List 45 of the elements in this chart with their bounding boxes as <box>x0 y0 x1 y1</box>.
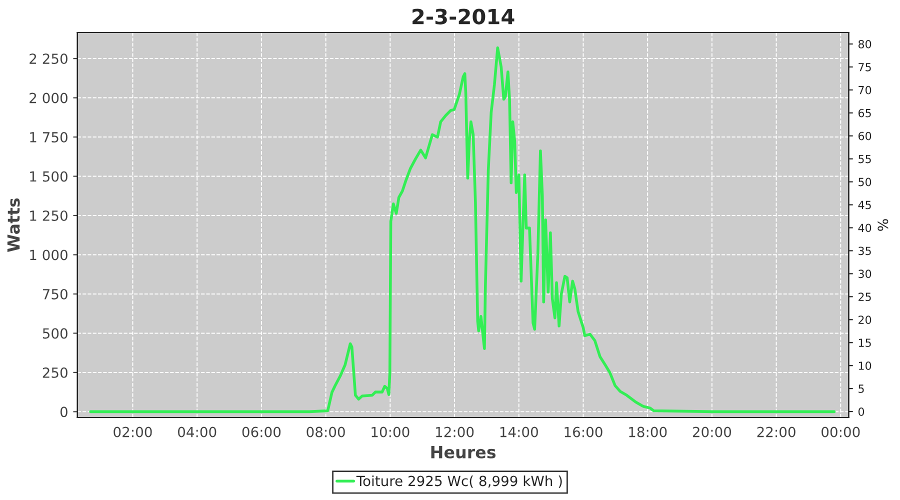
y2-tick-label: 30 <box>858 270 872 278</box>
y-tick-label: 500 <box>42 328 68 339</box>
y-tick-label: 1 500 <box>30 171 68 182</box>
y2-tick-label: 45 <box>858 200 871 210</box>
x-axis-title: Heures <box>431 446 496 458</box>
y2-tick-label: 75 <box>858 63 871 72</box>
x-tick-label: 06:00 <box>242 426 281 438</box>
x-tick-label: 04:00 <box>178 426 216 438</box>
y2-tick-label: 55 <box>858 154 871 164</box>
y2-tick-label: 15 <box>858 338 871 347</box>
y-tick-label: 750 <box>43 288 68 300</box>
y2-tick-label: 35 <box>858 246 871 256</box>
legend-label: Toiture 2925 Wc( 8,999 kWh ) <box>356 475 562 488</box>
y2-tick-label: 10 <box>858 362 872 370</box>
y2-tick-label: 25 <box>858 292 871 302</box>
y2-tick-label: 60 <box>858 132 872 140</box>
y-axis-title: Watts <box>7 198 20 252</box>
x-tick-label: 22:00 <box>757 426 796 438</box>
y2-tick-label: 5 <box>858 384 864 393</box>
y2-axis-title: % <box>878 219 888 231</box>
x-tick-label: 12:00 <box>436 426 474 438</box>
y-tick-label: 1 000 <box>30 250 68 260</box>
y2-tick-label: 0 <box>858 408 864 416</box>
x-tick-label: 16:00 <box>564 426 602 438</box>
x-tick-label: 14:00 <box>500 426 538 438</box>
y2-tick-label: 80 <box>858 40 872 48</box>
y2-tick-label: 40 <box>858 224 872 232</box>
y2-tick-label: 70 <box>858 86 872 94</box>
y-tick-label: 250 <box>42 367 68 378</box>
y-tick-label: 1 250 <box>30 210 68 221</box>
line-series <box>89 46 836 414</box>
y2-tick-label: 50 <box>858 178 872 186</box>
chart-title: 2-3-2014 <box>412 8 514 24</box>
x-tick-label: 02:00 <box>114 426 152 438</box>
x-tick-label: 00:00 <box>822 426 860 438</box>
y-tick-label: 2 250 <box>30 54 68 64</box>
x-tick-label: 08:00 <box>306 426 345 438</box>
x-tick-label: 10:00 <box>372 426 410 438</box>
y2-tick-label: 20 <box>858 316 872 324</box>
x-tick-label: 18:00 <box>629 426 667 438</box>
y-tick-label: 0 <box>60 406 68 418</box>
y-tick-label: 1 750 <box>30 132 68 143</box>
y-tick-label: 2 000 <box>30 92 68 104</box>
x-tick-label: 20:00 <box>692 426 732 438</box>
y2-tick-label: 65 <box>858 108 871 118</box>
